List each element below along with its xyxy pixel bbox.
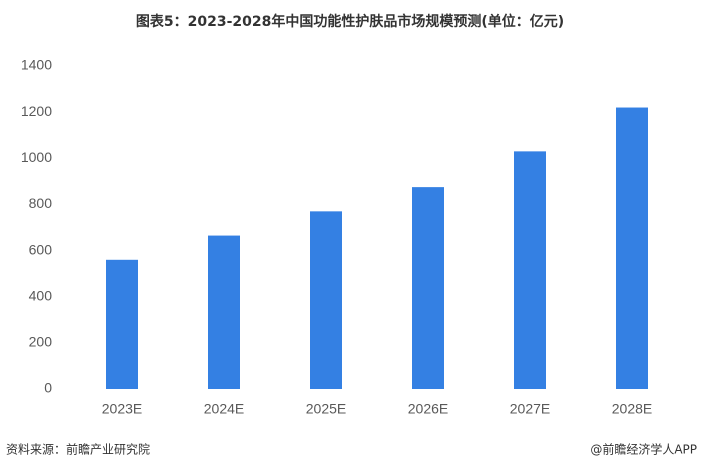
source: 资料来源：前瞻产业研究院 [6,442,150,457]
x-tick-label: 2027E [510,401,550,417]
x-tick-label: 2025E [306,401,346,417]
y-tick-label: 800 [29,195,53,211]
bar [616,107,648,390]
bar [106,259,138,389]
bar [514,151,546,389]
credit: @前瞻经济学人APP [590,442,697,457]
x-tick-label: 2023E [102,401,142,417]
y-tick-label: 200 [29,334,53,350]
y-tick-label: 400 [29,287,53,303]
x-tick-label: 2026E [408,401,448,417]
bar [208,235,240,389]
x-tick-label: 2024E [204,401,244,417]
chart-title: 图表5：2023-2028年中国功能性护肤品市场规模预测(单位：亿元) [136,13,564,30]
y-tick-label: 1000 [21,149,52,165]
y-tick-label: 1400 [21,57,52,73]
y-tick-label: 600 [29,241,53,257]
y-tick-label: 1200 [21,103,52,119]
bar [412,187,444,389]
bar [310,211,342,389]
y-tick-label: 0 [44,380,52,396]
x-tick-label: 2028E [612,401,652,417]
